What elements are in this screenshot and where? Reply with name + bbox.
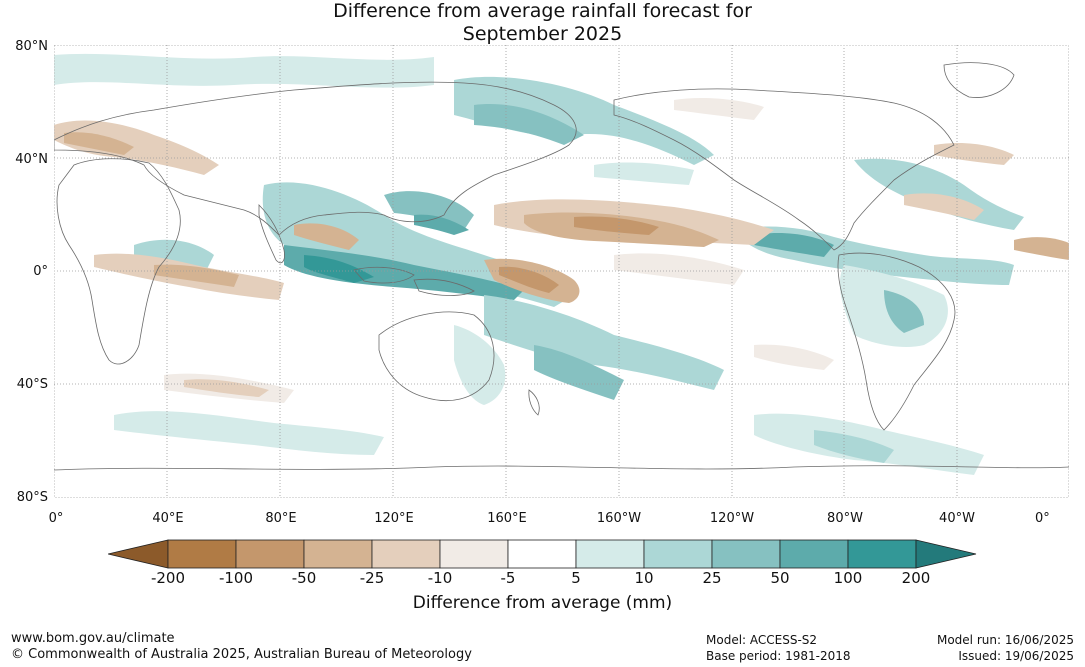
colorbar-segment: [371, 539, 441, 569]
footer-model-run: Model run: 16/06/2025: [936, 633, 1074, 647]
colorbar-segment: [643, 539, 713, 569]
india-coastline: [258, 204, 285, 264]
lat-label-80s: 80°S: [16, 490, 48, 505]
legend-title: Difference from average (mm): [412, 593, 673, 613]
title-line-1: Difference from average rainfall forecas…: [333, 0, 752, 22]
colorbar-segment: [235, 539, 305, 569]
legend-tick-label: 100: [833, 569, 863, 587]
colorbar-segment: [303, 539, 373, 569]
colorbar-segment: [847, 539, 917, 569]
lon-label-0-right: 0°: [1035, 511, 1050, 526]
legend-tick-label: -5: [500, 569, 516, 587]
colorbar-segments: [108, 539, 977, 569]
lon-label-0-left: 0°: [48, 511, 64, 526]
footer-base-period: Base period: 1981-2018: [706, 649, 851, 663]
coastlines: [54, 62, 1069, 471]
australia-coastline: [378, 311, 495, 401]
lon-label-160w: 160°W: [596, 511, 642, 526]
colorbar-extend-high: [915, 539, 977, 569]
legend-tick-label: 25: [702, 569, 722, 587]
borneo-coastline: [353, 266, 415, 284]
new-zealand-coastline: [528, 389, 540, 416]
title-line-2: September 2025: [462, 23, 623, 45]
lat-label-0: 0°: [33, 264, 48, 279]
graticule: [54, 45, 1069, 498]
legend-tick-label: -50: [291, 569, 317, 587]
footer-copyright: © Commonwealth of Australia 2025, Austra…: [11, 647, 472, 662]
colorbar-segment: [575, 539, 645, 569]
lon-label-40e: 40°E: [152, 511, 184, 526]
lon-label-160e: 160°E: [487, 511, 527, 526]
legend-colorbar: [108, 539, 977, 569]
greenland-coastline: [943, 62, 1015, 98]
colorbar-segment: [507, 539, 577, 569]
south-america-coastline: [837, 252, 956, 431]
lon-label-120w: 120°W: [709, 511, 755, 526]
colorbar-segment: [711, 539, 781, 569]
footer-issued: Issued: 19/06/2025: [958, 649, 1074, 663]
legend-tick-label: -10: [427, 569, 453, 587]
colorbar-extend-low: [108, 539, 169, 569]
lon-label-80w: 80°W: [827, 511, 863, 526]
north-america-coastline: [613, 88, 955, 251]
legend-tick-label: -200: [150, 569, 186, 587]
lon-label-40w: 40°W: [939, 511, 975, 526]
lat-label-80n: 80°N: [15, 39, 48, 54]
footer-model: Model: ACCESS-S2: [706, 633, 818, 647]
footer-website: www.bom.gov.au/climate: [11, 631, 175, 646]
map-title: Difference from average rainfall forecas…: [0, 0, 1085, 46]
legend-tick-label: -100: [218, 569, 254, 587]
map-svg: [54, 45, 1069, 498]
wet-anomalies: [54, 53, 1024, 475]
dry-anomalies: [54, 97, 1069, 403]
antarctica-coastline: [54, 465, 1069, 471]
map-frame: [54, 45, 1069, 498]
lat-label-40s: 40°S: [16, 377, 48, 392]
africa-coastline: [56, 158, 181, 365]
colorbar-segment: [779, 539, 849, 569]
lon-label-80e: 80°E: [265, 511, 297, 526]
eurasia-coastline: [54, 81, 577, 236]
lon-label-120e: 120°E: [374, 511, 414, 526]
legend-tick-label: 5: [571, 569, 581, 587]
legend-tick-label: -25: [359, 569, 385, 587]
new-guinea-coastline: [413, 278, 475, 296]
rainfall-map: [54, 45, 1069, 498]
colorbar-segment: [167, 539, 237, 569]
legend-tick-label: 50: [770, 569, 790, 587]
legend-tick-label: 200: [901, 569, 931, 587]
lat-label-40n: 40°N: [15, 152, 48, 167]
legend-tick-label: 10: [634, 569, 654, 587]
colorbar-segment: [439, 539, 509, 569]
